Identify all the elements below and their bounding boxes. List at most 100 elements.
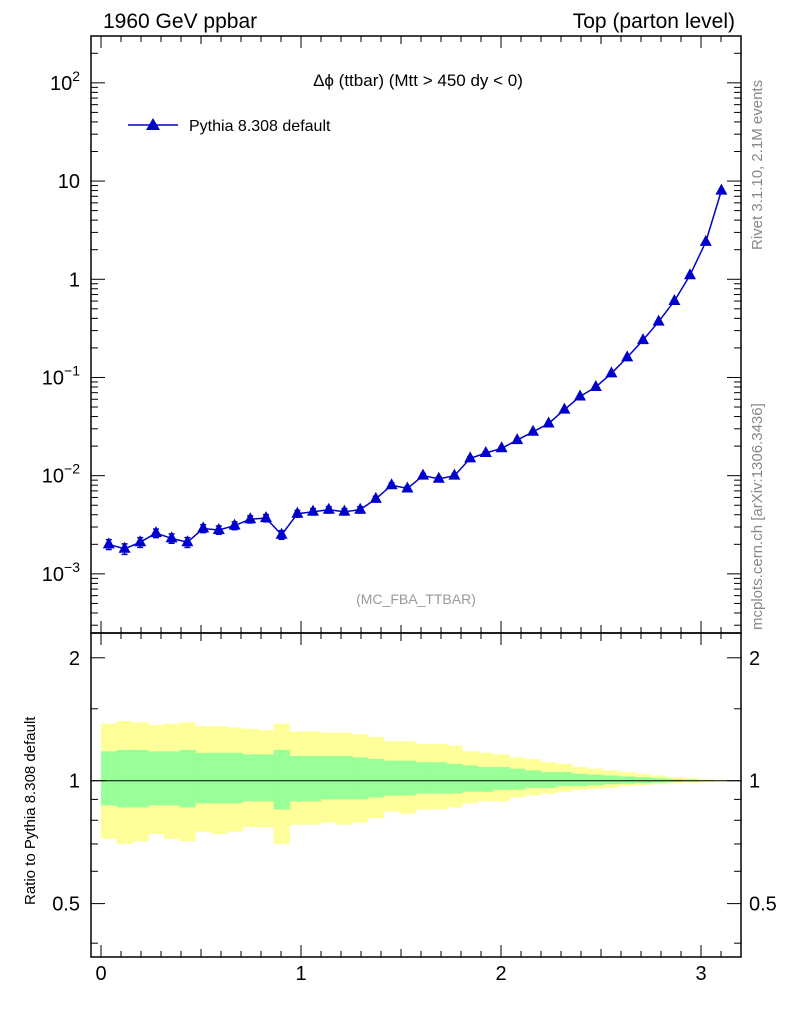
data-point [495,441,508,453]
data-point [668,294,681,306]
ratio-band-bin [383,760,400,796]
ratio-band-bin [148,751,165,806]
data-point [134,535,147,547]
ratio-band-bin [305,755,322,802]
ratio-band-bin [509,768,526,790]
ratio-band-bin [540,772,557,788]
ratio-axis-ticks [91,633,742,957]
x-tick-label: 3 [695,963,706,985]
ratio-band-bin [399,760,416,796]
data-point [102,537,115,549]
ratio-band-bin [634,777,651,784]
data-point [197,521,210,533]
chart-title: Δϕ (ttbar) (Mtt > 450 dy < 0) [313,71,523,90]
x-tick-label: 1 [295,963,306,985]
ratio-band-bin [179,749,196,808]
series-error-bars [105,189,725,556]
data-point [699,234,712,246]
ratio-y-tick-label-left: 0.5 [52,894,80,916]
ratio-band-bin [320,755,337,800]
ratio-band-bin [336,755,353,800]
legend-marker [146,118,160,130]
data-point [574,389,586,401]
ratio-band-bin [210,752,228,804]
data-point [181,535,194,547]
ratio-band-bin [163,751,180,806]
data-point [291,506,304,518]
y-tick-label: 10 [58,171,80,193]
ratio-band-bin [524,770,542,788]
data-point [212,522,225,534]
data-point [228,518,241,530]
data-point [150,526,162,538]
ratio-band-bin [289,755,306,802]
mcplots-info: mcplots.cern.ch [arXiv:1306.3436] [749,403,766,630]
legend: Pythia 8.308 default [128,118,331,135]
y-tick-exponent: 2 [72,68,80,84]
energy-label: 1960 GeV ppbar [103,10,257,33]
ratio-band-bin [226,752,243,804]
ratio-band-bin [195,752,212,804]
ratio-band-bin [477,767,494,792]
ratio-band-bin [603,775,620,785]
data-point [511,433,524,445]
data-point [338,504,351,516]
data-point [479,446,492,458]
ratio-band-bin [446,763,463,794]
data-point [244,512,257,524]
data-point [417,468,429,480]
ratio-band-bin [116,749,133,808]
ratio-panel: 0.5 0.5 1 1 2 2 0 1 2 3 Ratio to Pythia 8.308 def… [22,632,777,985]
main-axis-ticks [91,35,742,633]
y-tick-label: 10−1 [42,362,80,389]
data-point [589,379,602,391]
data-point [621,350,634,362]
data-point [527,424,539,436]
ratio-y-tick-label-left: 1 [69,771,80,793]
ratio-band-bin [619,776,636,784]
data-point [322,502,335,514]
y-tick-label: 10−3 [42,559,80,586]
ratio-band-bin [493,767,510,790]
data-point [118,541,131,553]
data-point [464,451,477,463]
data-point [684,268,696,280]
series-points [102,183,728,553]
ratio-band-bin [415,762,432,794]
ratio-y-axis-label: Ratio to Pythia 8.308 default [22,716,39,905]
y-tick-label: 102 [50,68,80,95]
data-point [401,481,414,493]
ratio-band-inner [101,749,730,810]
legend-label: Pythia 8.308 default [189,118,331,135]
data-point [307,504,319,516]
data-point [369,491,382,503]
ratio-band-bin [352,757,369,800]
data-point [448,468,461,480]
data-point [354,502,367,514]
data-point [558,402,571,414]
ratio-band-bin [132,749,149,808]
data-point [432,471,445,483]
series-line [108,190,723,550]
ratio-band-bin [587,774,604,786]
ratio-band-bin [556,772,573,787]
ratio-band-bin [273,749,290,810]
ratio-band-bin [430,762,447,794]
ratio-frame [90,632,742,958]
analysis-id: (MC_FBA_TTBAR) [356,591,476,607]
x-tick-label: 2 [495,963,506,985]
data-point [715,183,728,195]
main-panel: 10−3 10−2 10−1 1 10 102 Δϕ (ttbar) (Mtt > 450… [42,35,742,634]
data-point [260,511,272,523]
data-point [542,416,555,428]
ratio-y-tick-label-right: 2 [749,648,760,670]
rivet-info: Rivet 3.1.10, 2.1M events [749,80,766,250]
y-tick-exponent: −1 [64,362,80,378]
data-point [165,531,178,543]
data-point [637,333,649,345]
y-tick-exponent: −3 [64,559,80,575]
y-tick-label: 1 [69,269,80,291]
ratio-y-tick-label-right: 0.5 [749,894,777,916]
data-point [385,478,398,490]
